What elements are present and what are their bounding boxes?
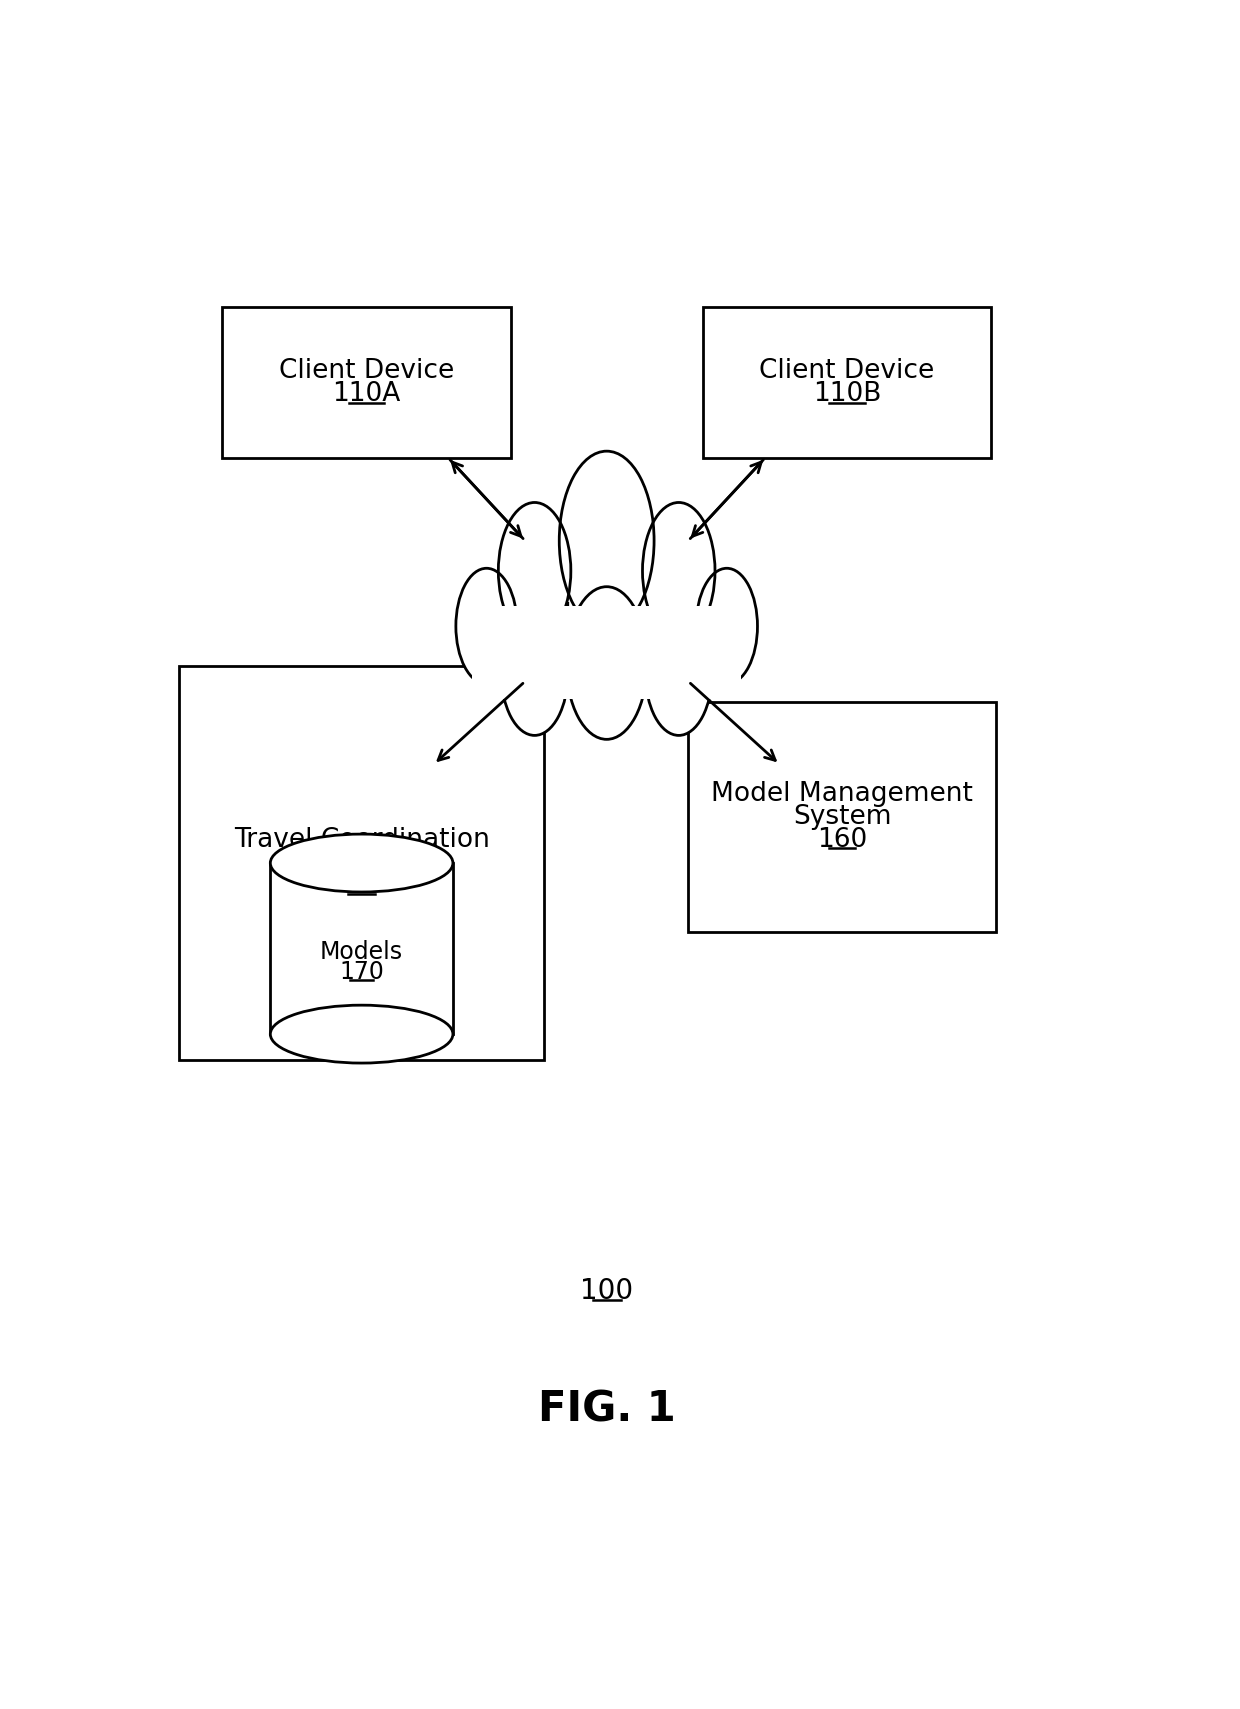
Text: Model Management: Model Management xyxy=(712,781,973,807)
Ellipse shape xyxy=(270,1005,453,1063)
Text: Client Device: Client Device xyxy=(759,359,935,385)
Bar xyxy=(179,667,544,1060)
Bar xyxy=(688,702,996,931)
Text: Travel Coordination: Travel Coordination xyxy=(233,827,490,853)
Ellipse shape xyxy=(696,569,758,684)
Ellipse shape xyxy=(567,586,647,740)
Bar xyxy=(703,308,991,458)
Ellipse shape xyxy=(456,569,517,684)
Text: 120: 120 xyxy=(582,624,632,651)
Text: 170: 170 xyxy=(340,960,384,984)
Text: 110B: 110B xyxy=(812,381,882,407)
Bar xyxy=(222,308,511,458)
Text: Client Device: Client Device xyxy=(279,359,454,385)
Bar xyxy=(472,607,742,699)
Bar xyxy=(270,863,453,1034)
Text: 100: 100 xyxy=(580,1277,634,1304)
Ellipse shape xyxy=(645,608,712,735)
Text: 110A: 110A xyxy=(332,381,401,407)
Ellipse shape xyxy=(498,502,570,639)
Text: 130: 130 xyxy=(336,873,387,899)
Ellipse shape xyxy=(501,608,568,735)
Text: FIG. 1: FIG. 1 xyxy=(538,1388,676,1430)
Text: Models: Models xyxy=(320,940,403,964)
Ellipse shape xyxy=(270,834,453,892)
Ellipse shape xyxy=(559,451,653,631)
Text: System: System xyxy=(312,849,410,877)
Text: System: System xyxy=(792,803,892,831)
Ellipse shape xyxy=(642,502,715,639)
Text: 160: 160 xyxy=(817,827,867,853)
Text: Network: Network xyxy=(552,602,662,627)
